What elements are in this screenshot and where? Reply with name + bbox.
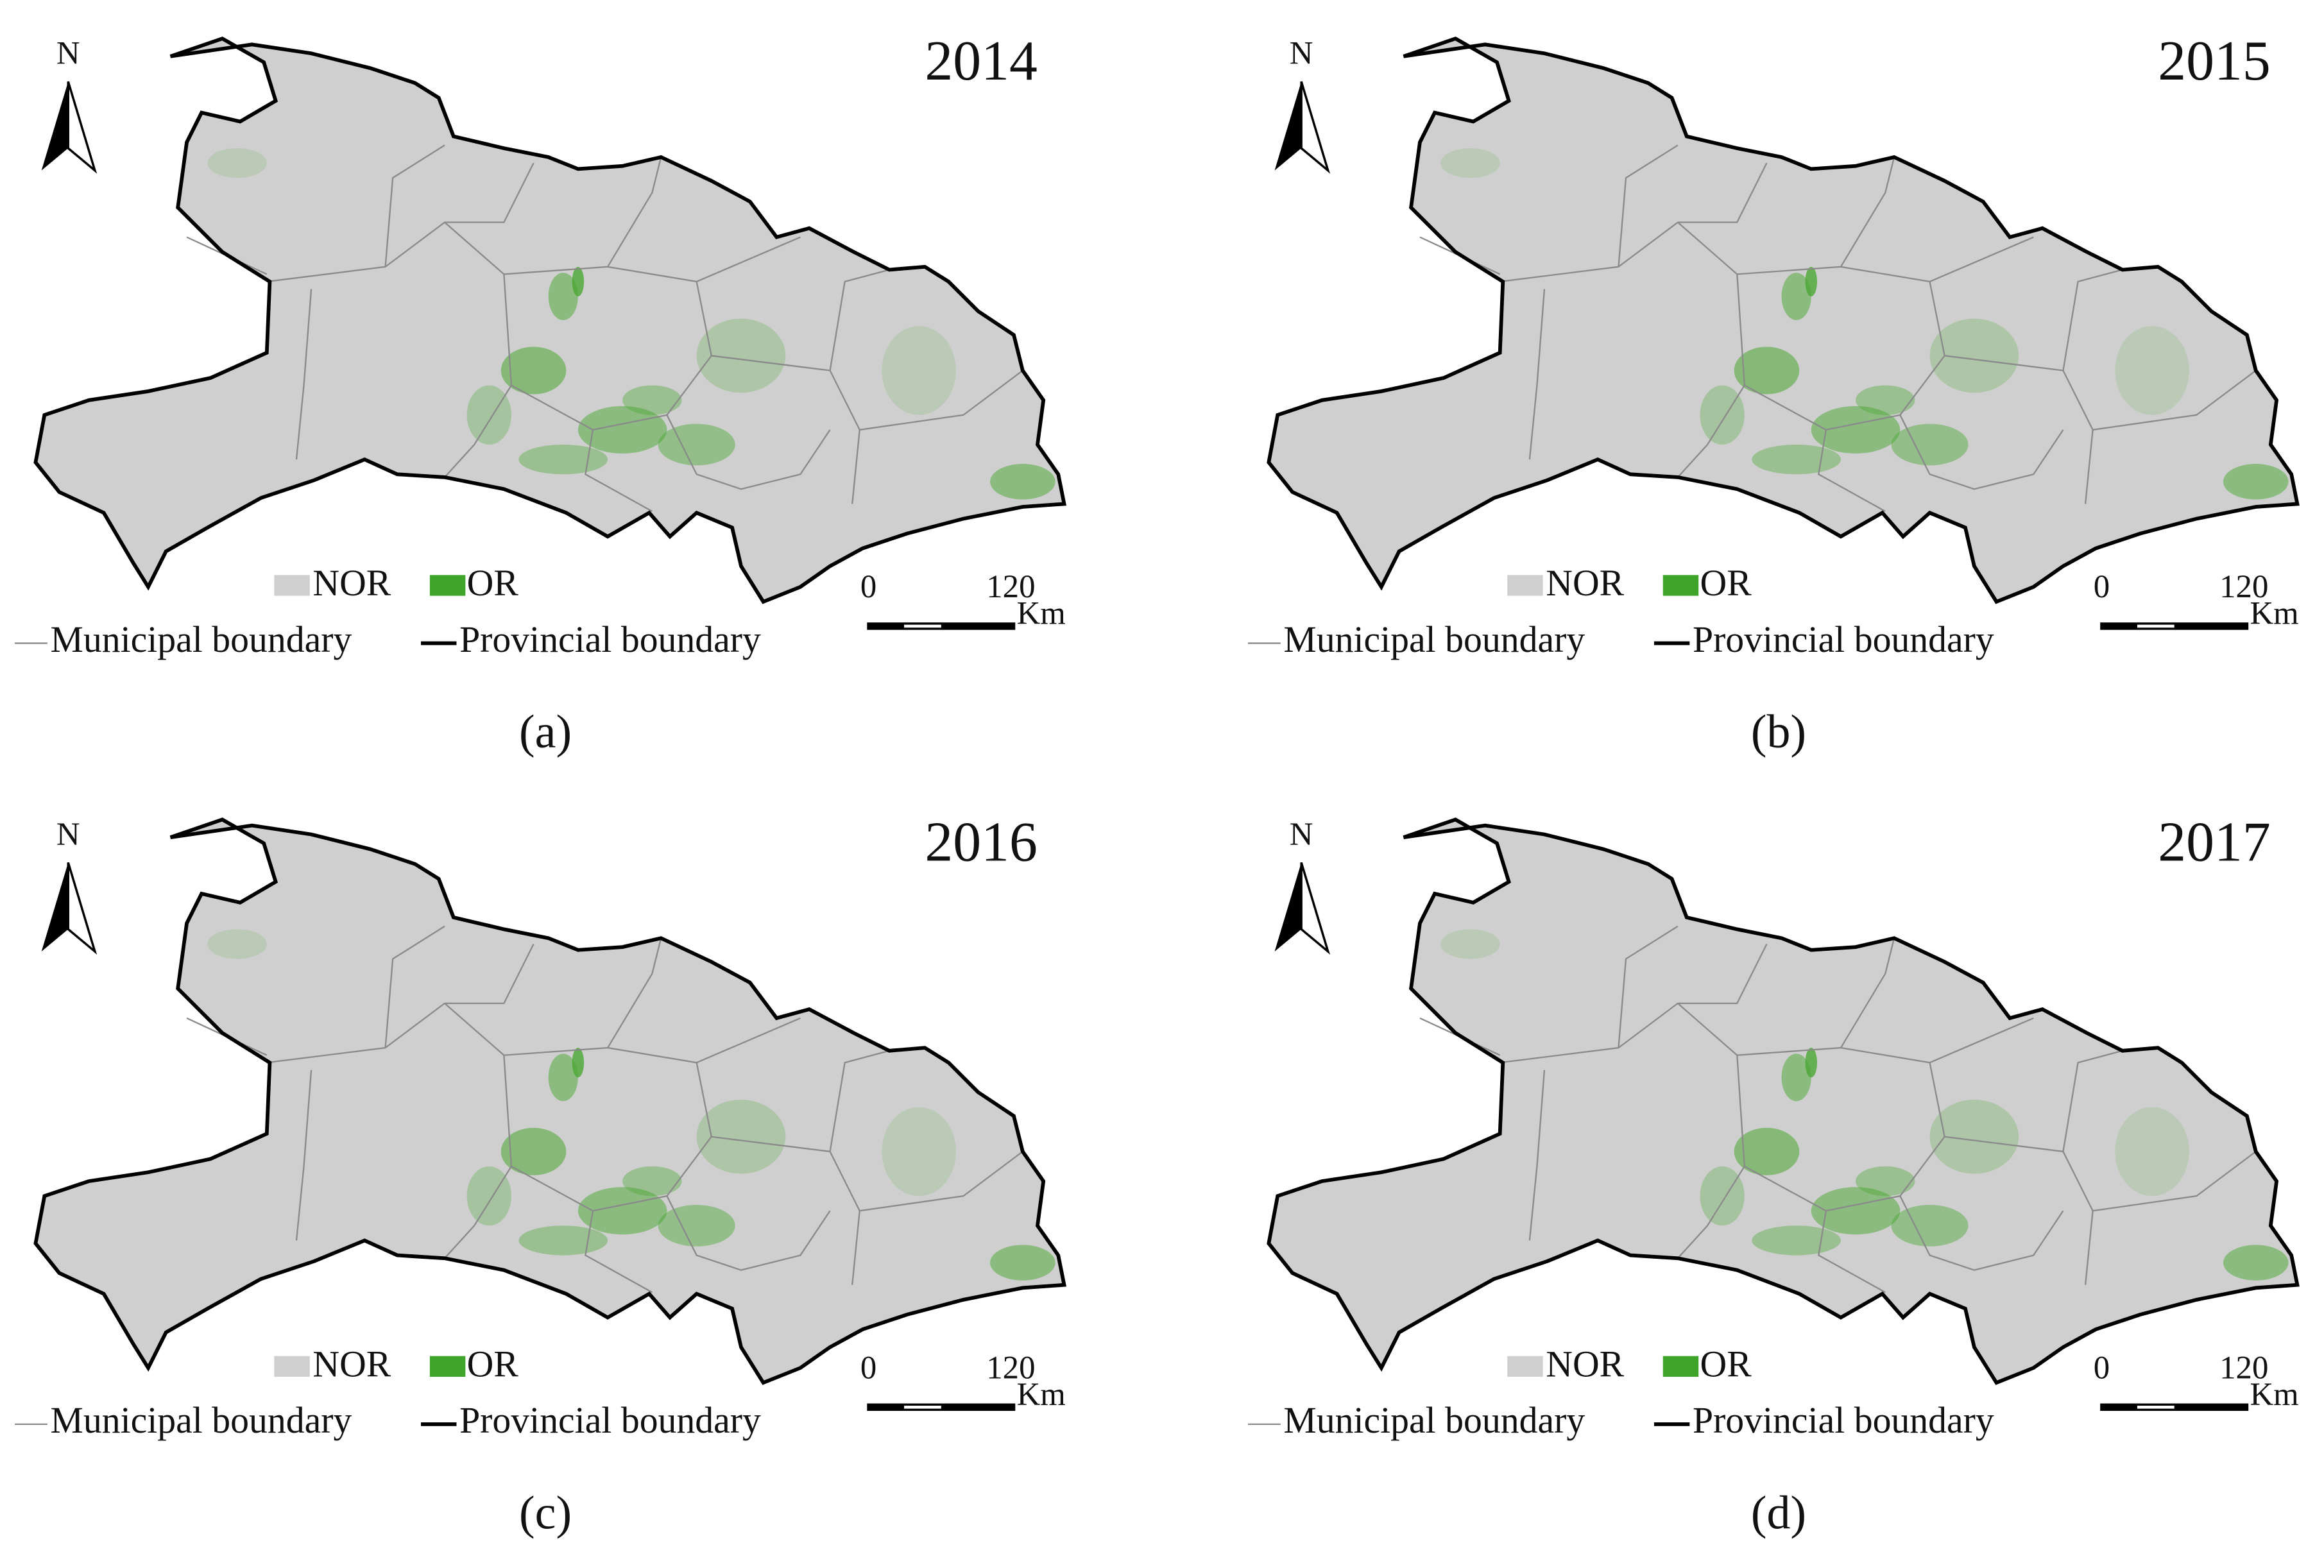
legend-or: OR	[1700, 563, 1752, 604]
legend-or: OR	[1700, 1344, 1752, 1385]
provincial-legend: Provincial boundary	[1693, 620, 1994, 660]
panel-label: (d)	[1751, 1486, 1806, 1538]
scale-bar	[2100, 1403, 2249, 1411]
provincial-legend: Provincial boundary	[1693, 1401, 1994, 1441]
scale-end: 120	[986, 1349, 1035, 1385]
north-arrow-right	[67, 862, 98, 955]
north-label: N	[56, 35, 80, 71]
legend-nor: NOR	[1546, 1344, 1624, 1385]
panel-label: (b)	[1751, 705, 1806, 758]
north-label: N	[56, 816, 80, 852]
legend-nor: NOR	[312, 563, 391, 604]
nor-swatch	[1507, 1356, 1543, 1377]
municipal-legend: Municipal boundary	[1283, 620, 1585, 660]
nor-swatch	[274, 575, 310, 596]
year-title: 2014	[925, 30, 1038, 92]
scale-bar-segment	[2137, 1406, 2174, 1409]
municipal-legend: Municipal boundary	[51, 620, 352, 660]
legend-nor: NOR	[1546, 563, 1624, 604]
panel-label: (c)	[519, 1486, 572, 1538]
province-fill	[1269, 38, 2298, 602]
province-fill	[1269, 819, 2298, 1383]
scale-end: 120	[2219, 1349, 2268, 1385]
legend-nor: NOR	[312, 1344, 391, 1385]
year-title: 2016	[925, 810, 1038, 873]
nor-swatch	[1507, 575, 1543, 596]
or-swatch	[429, 1356, 466, 1377]
scale-unit: Km	[1017, 1376, 1066, 1412]
legend-or: OR	[467, 1344, 519, 1385]
north-arrow-left	[1274, 862, 1302, 952]
scale-start: 0	[2094, 1349, 2110, 1385]
province-fill	[35, 38, 1064, 602]
scale-bar-segment	[2137, 624, 2174, 628]
scale-start: 0	[2094, 568, 2110, 604]
provincial-legend: Provincial boundary	[459, 620, 761, 660]
scale-start: 0	[860, 1349, 876, 1385]
scale-end: 120	[986, 568, 1035, 604]
or-swatch	[429, 575, 466, 596]
panel-label: (a)	[519, 705, 572, 758]
year-title: 2017	[2158, 810, 2271, 873]
scale-unit: Km	[2250, 1376, 2299, 1412]
north-arrow-left	[41, 81, 69, 171]
north-arrow-right	[1300, 81, 1331, 174]
scale-unit: Km	[2250, 595, 2299, 631]
north-label: N	[1290, 35, 1313, 71]
nor-swatch	[274, 1356, 310, 1377]
municipal-legend: Municipal boundary	[51, 1401, 352, 1441]
scale-bar-segment	[904, 1406, 941, 1409]
provincial-legend: Provincial boundary	[459, 1401, 761, 1441]
scale-end: 120	[2219, 568, 2268, 604]
north-label: N	[1290, 816, 1313, 852]
municipal-legend: Municipal boundary	[1283, 1401, 1585, 1441]
or-swatch	[1662, 575, 1699, 596]
or-swatch	[1662, 1356, 1699, 1377]
scale-start: 0	[860, 568, 876, 604]
scale-unit: Km	[1017, 595, 1066, 631]
north-arrow-left	[1274, 81, 1302, 171]
scale-bar-segment	[904, 624, 941, 628]
north-arrow-left	[41, 862, 69, 952]
scale-bar	[2100, 622, 2249, 630]
north-arrow-right	[67, 81, 98, 174]
year-title: 2015	[2158, 30, 2271, 92]
province-fill	[35, 819, 1064, 1383]
north-arrow-right	[1300, 862, 1331, 955]
legend-or: OR	[467, 563, 519, 604]
